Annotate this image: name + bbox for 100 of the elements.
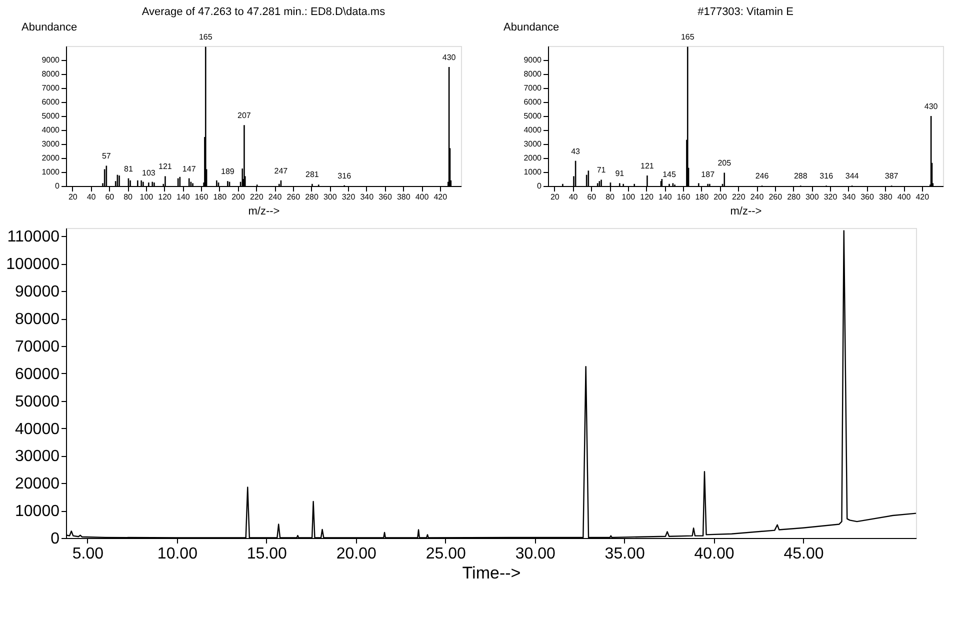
annotation: 316 [338,171,352,180]
y-tick-label: 5000 [524,112,542,120]
x-tick-label: 20.00 [336,546,377,562]
chart-title: Average of 47.263 to 47.281 min.: ED8.D\data.ms [142,6,386,18]
y-axis-title: Abundance [22,22,78,34]
annotation: 281 [306,170,320,179]
annotation: 387 [884,172,899,181]
y-tick-label: 40000 [15,420,60,438]
x-tick-label: 340 [360,192,374,202]
x-tick-label: 180 [213,192,228,202]
x-tick-label: 260 [768,192,783,202]
y-tick-label: 8000 [42,70,60,78]
x-tick-label: 25.00 [426,546,466,562]
x-tick-label: 80 [124,192,134,202]
y-axis-title: Abundance [504,22,560,34]
x-tick-label: 220 [732,192,746,202]
annotation: 165 [198,32,213,42]
x-tick-label: 320 [342,192,356,202]
x-axis-title: m/z--> [730,206,762,218]
x-tick-label: 140 [658,192,672,202]
annotation: 207 [238,111,252,120]
x-tick-label: 220 [250,192,264,202]
annotation: 91 [615,169,625,178]
x-tick-label: 380 [396,192,411,202]
y-tick-label: 50000 [15,393,60,410]
x-tick-label: 240 [268,192,282,202]
x-tick-label: 40 [86,192,96,202]
y-tick-label: 6000 [42,98,60,106]
annotation: 103 [142,168,156,178]
annotation: 121 [640,162,654,170]
x-tick-label: 10.00 [157,546,198,562]
annotation: 165 [680,32,695,42]
x-tick-label: 120 [158,192,172,202]
y-tick-label: 2000 [524,154,542,162]
annotation: 43 [571,146,581,156]
x-tick-label: 40.00 [694,546,734,562]
y-tick-label: 10000 [15,503,60,520]
y-tick-label: 70000 [15,338,60,356]
annotation: 147 [182,164,196,174]
x-tick-label: 340 [842,192,856,202]
annotation: 247 [274,166,288,176]
y-tick-label: 4000 [524,126,542,134]
y-tick-label: 60000 [15,366,60,383]
y-tick-label: 6000 [524,98,542,106]
y-tick-label: 30000 [15,448,60,466]
annotation: 430 [442,53,456,62]
annotation: 121 [158,162,172,172]
x-tick-label: 30.00 [515,546,556,562]
annotation: 316 [820,172,834,181]
x-axis-title: Time--> [462,564,521,582]
y-tick-label: 8000 [524,70,542,78]
x-tick-label: 180 [695,192,710,202]
y-tick-label: 1000 [524,168,542,176]
y-tick-label: 3000 [524,140,542,148]
x-tick-label: 20 [68,192,78,202]
annotation: 288 [794,172,808,181]
y-tick-label: 4000 [42,126,60,134]
x-tick-label: 300 [805,192,820,202]
x-tick-label: 420 [916,192,930,202]
annotation: 344 [845,172,860,181]
y-tick-label: 7000 [524,84,542,92]
x-tick-label: 360 [378,192,392,202]
y-tick-label: 1000 [42,168,60,176]
y-tick-label: 7000 [42,84,60,92]
annotation: 57 [102,152,112,161]
y-tick-label: 80000 [15,311,60,328]
chart-title: #177303: Vitamin E [698,6,794,18]
x-axis-title: m/z--> [248,206,280,218]
x-tick-label: 300 [323,192,338,202]
x-tick-label: 60 [587,192,597,202]
annotation: 187 [701,170,716,179]
annotation: 81 [124,164,134,174]
x-tick-label: 400 [415,192,430,202]
y-tick-label: 2000 [42,154,60,162]
x-tick-label: 240 [750,192,764,202]
x-tick-label: 15.00 [246,546,288,562]
y-tick-label: 90000 [15,284,60,301]
x-tick-label: 380 [878,192,893,202]
x-tick-label: 35.00 [604,546,645,562]
y-tick-label: 0 [537,182,542,190]
x-tick-label: 100 [140,192,154,202]
y-tick-label: 100000 [6,256,60,274]
y-tick-label: 5000 [42,112,60,120]
x-tick-label: 160 [194,192,209,202]
x-tick-label: 5.00 [72,546,104,562]
annotation: 145 [662,170,676,179]
y-tick-label: 110000 [7,228,60,246]
y-tick-label: 3000 [42,140,60,148]
y-tick-label: 20000 [15,476,60,493]
x-tick-label: 280 [787,192,801,202]
annotation: 430 [924,102,938,111]
y-tick-label: 9000 [524,56,542,64]
x-tick-label: 280 [305,192,319,202]
y-tick-label: 9000 [42,56,60,64]
x-tick-label: 160 [676,192,691,202]
x-tick-label: 400 [897,192,912,202]
x-tick-label: 80 [606,192,616,202]
x-tick-label: 260 [286,192,301,202]
x-tick-label: 320 [824,192,838,202]
x-tick-label: 20 [550,192,560,202]
